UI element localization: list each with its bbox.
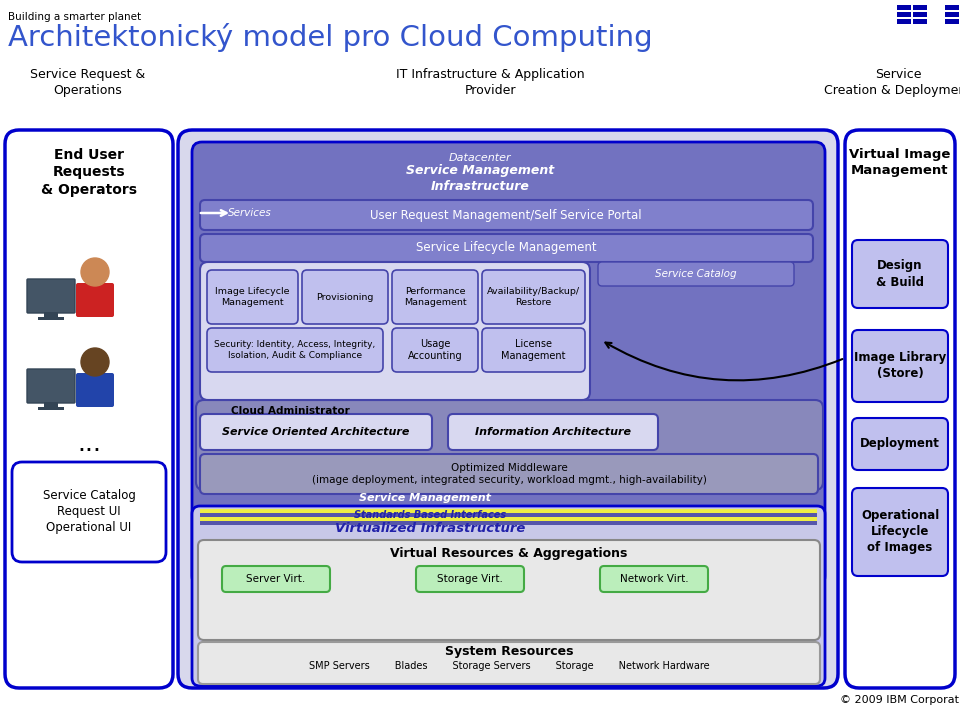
FancyBboxPatch shape [200,234,813,262]
Bar [945,5,959,10]
FancyBboxPatch shape [207,270,298,324]
FancyBboxPatch shape [392,270,478,324]
Text: Optimized Middleware
(image deployment, integrated security, workload mgmt., hig: Optimized Middleware (image deployment, … [312,463,707,485]
Text: Information Architecture: Information Architecture [475,427,631,437]
Text: Server Virt.: Server Virt. [247,574,305,584]
Text: User Request Management/Self Service Portal: User Request Management/Self Service Por… [371,209,642,221]
FancyBboxPatch shape [196,400,823,490]
Text: Performance
Management: Performance Management [404,287,467,307]
Text: Service Management
Infrastructure: Service Management Infrastructure [406,164,554,193]
Circle shape [81,348,109,376]
FancyBboxPatch shape [416,566,524,592]
FancyBboxPatch shape [27,279,75,313]
FancyBboxPatch shape [27,369,75,403]
Text: Service Lifecycle Management: Service Lifecycle Management [416,241,596,254]
Bar [44,402,58,407]
Text: Image Library
(Store): Image Library (Store) [853,352,947,380]
Bar [913,5,927,10]
FancyBboxPatch shape [198,540,820,640]
Bar [945,19,959,24]
FancyBboxPatch shape [482,270,585,324]
Text: System Resources: System Resources [444,644,573,657]
FancyBboxPatch shape [192,506,825,686]
Bar [44,312,58,317]
Text: Provisioning: Provisioning [316,293,373,301]
FancyBboxPatch shape [198,642,820,684]
Bar [200,513,817,517]
Bar [200,517,817,521]
Bar [897,12,911,17]
Text: Image Lifecycle
Management: Image Lifecycle Management [215,287,290,307]
Text: License
Management: License Management [501,339,565,361]
FancyBboxPatch shape [392,328,478,372]
FancyBboxPatch shape [482,328,585,372]
Text: Virtual Image
Management: Virtual Image Management [850,148,950,177]
FancyBboxPatch shape [852,240,948,308]
FancyBboxPatch shape [852,330,948,402]
Text: Availability/Backup/
Restore: Availability/Backup/ Restore [487,287,580,307]
Text: Security: Identity, Access, Integrity,
Isolation, Audit & Compliance: Security: Identity, Access, Integrity, I… [214,340,375,360]
FancyBboxPatch shape [76,373,114,407]
FancyBboxPatch shape [200,414,432,450]
Text: © 2009 IBM Corporation: © 2009 IBM Corporation [840,695,960,705]
Text: Service Catalog: Service Catalog [655,269,737,279]
Text: Architektonický model pro Cloud Computing: Architektonický model pro Cloud Computin… [8,23,653,52]
Text: Operational
Lifecycle
of Images: Operational Lifecycle of Images [861,510,939,555]
FancyBboxPatch shape [178,130,838,688]
Circle shape [81,258,109,286]
Bar [913,19,927,24]
Text: Standards Based Interfaces: Standards Based Interfaces [354,510,506,520]
Text: Services: Services [228,208,272,218]
Text: ...: ... [77,432,101,456]
Text: Datacenter: Datacenter [448,153,512,163]
Text: IT Infrastructure & Application
Provider: IT Infrastructure & Application Provider [396,68,585,97]
FancyBboxPatch shape [200,200,813,230]
FancyBboxPatch shape [852,418,948,470]
Text: Service
Creation & Deployment: Service Creation & Deployment [825,68,960,97]
Text: Virtualized Infrastructure: Virtualized Infrastructure [335,523,525,535]
FancyBboxPatch shape [600,566,708,592]
FancyBboxPatch shape [76,283,114,317]
FancyBboxPatch shape [12,462,166,562]
FancyBboxPatch shape [5,130,173,688]
FancyBboxPatch shape [200,262,590,400]
FancyBboxPatch shape [598,262,794,286]
Text: Cloud Administrator: Cloud Administrator [230,406,349,416]
Bar [200,521,817,525]
Text: Deployment: Deployment [860,437,940,451]
Text: End User
Requests
& Operators: End User Requests & Operators [41,148,137,197]
Text: Service Oriented Architecture: Service Oriented Architecture [223,427,410,437]
FancyBboxPatch shape [200,454,818,494]
FancyBboxPatch shape [207,328,383,372]
Text: Service Catalog
Request UI
Operational UI: Service Catalog Request UI Operational U… [42,490,135,535]
Text: Building a smarter planet: Building a smarter planet [8,12,141,22]
Bar [38,407,64,410]
Text: SMP Servers        Blades        Storage Servers        Storage        Network H: SMP Servers Blades Storage Servers Stora… [309,661,709,671]
Text: Usage
Accounting: Usage Accounting [408,339,463,361]
Bar [897,19,911,24]
Text: Design
& Build: Design & Build [876,259,924,288]
Bar [913,12,927,17]
Bar [200,509,817,513]
FancyBboxPatch shape [852,488,948,576]
Bar [38,317,64,320]
Text: Virtual Resources & Aggregations: Virtual Resources & Aggregations [391,547,628,560]
FancyBboxPatch shape [222,566,330,592]
Text: Storage Virt.: Storage Virt. [437,574,503,584]
Text: Network Virt.: Network Virt. [620,574,688,584]
Text: Service Management: Service Management [359,493,491,503]
FancyBboxPatch shape [302,270,388,324]
Text: Service Request &
Operations: Service Request & Operations [31,68,146,97]
FancyBboxPatch shape [448,414,658,450]
Bar [897,5,911,10]
FancyBboxPatch shape [845,130,955,688]
FancyBboxPatch shape [192,142,825,586]
Bar [945,12,959,17]
